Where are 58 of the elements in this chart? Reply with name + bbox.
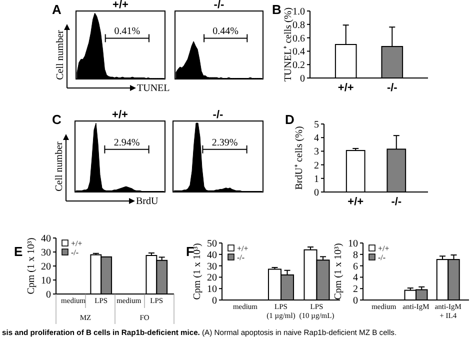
text: D <box>285 112 294 127</box>
text: F <box>186 244 194 259</box>
text: A <box>52 2 62 17</box>
y-axis-title: Cpm (1 x 10³) <box>26 238 37 294</box>
y-tick-label: 30 <box>207 261 217 272</box>
y-tick-label: 0.4 <box>292 46 305 58</box>
y-tick-label: 0.2 <box>292 60 305 72</box>
y-tick-label: 3 <box>314 146 319 158</box>
y-axis-title: Cell number <box>54 140 65 192</box>
y-tick-label: 2 <box>314 160 319 172</box>
y-tick-label: 8 <box>353 250 358 261</box>
chart-title: -/- <box>212 109 224 121</box>
legend-label: -/- <box>378 253 386 262</box>
text: C <box>52 112 62 127</box>
y-tick-label: 20 <box>207 272 217 284</box>
legend-label: -/- <box>71 248 79 257</box>
y-axis-title: Cell number <box>55 29 66 80</box>
chart-title: +/+ <box>112 109 128 121</box>
y-tick-label: 4 <box>353 272 358 284</box>
y-axis-title: TUNEL⁺ cells (%) <box>283 7 294 82</box>
legend-label: +/+ <box>237 244 249 253</box>
y-axis-title: BrdU⁺ cells (%) <box>294 126 305 190</box>
y-tick-label: 0 <box>212 296 217 306</box>
y-tick-label: 10 <box>207 284 217 296</box>
y-tick-label: 6 <box>353 261 358 272</box>
legend-label: +/+ <box>378 244 390 253</box>
y-tick-label: 10 <box>41 276 51 286</box>
text: 0.44% <box>212 26 239 38</box>
text: B <box>272 2 282 17</box>
y-tick-label: 0 <box>353 296 358 306</box>
y-tick-label: 0.8 <box>292 20 305 31</box>
annotation: 2.39% <box>212 137 238 148</box>
annotation: 2.94% <box>114 137 140 148</box>
y-tick-label: 10 <box>348 238 358 250</box>
y-tick-label: 0.6 <box>292 33 305 44</box>
annotation: 0.41% <box>114 26 140 38</box>
chart-title: -/- <box>214 0 225 11</box>
y-tick-label: 0 <box>46 290 51 300</box>
x-axis-title: TUNEL <box>137 83 170 94</box>
y-tick-label: 1.0 <box>292 6 305 18</box>
y-tick-label: 40 <box>207 250 217 261</box>
y-tick-label: 40 <box>41 234 51 244</box>
y-tick-label: 4 <box>314 133 319 144</box>
y-tick-label: 1 <box>314 174 319 185</box>
y-tick-label: 30 <box>41 248 51 258</box>
legend-label: -/- <box>237 253 245 262</box>
y-axis-title: Cpm (1 x 10³) <box>333 243 344 300</box>
y-tick-label: 2 <box>353 284 358 296</box>
y-axis-title: Cpm (1 x 10³) <box>192 243 203 300</box>
text: E <box>14 244 23 259</box>
y-tick-label: 5 <box>314 120 319 130</box>
y-tick-label: 20 <box>41 262 51 272</box>
x-axis-title: BrdU <box>136 196 159 207</box>
y-tick-label: 0 <box>314 188 319 198</box>
legend-label: +/+ <box>71 239 83 248</box>
y-tick-label: 50 <box>207 238 217 250</box>
y-tick-label: 0 <box>300 74 305 84</box>
chart-title: +/+ <box>112 0 128 11</box>
